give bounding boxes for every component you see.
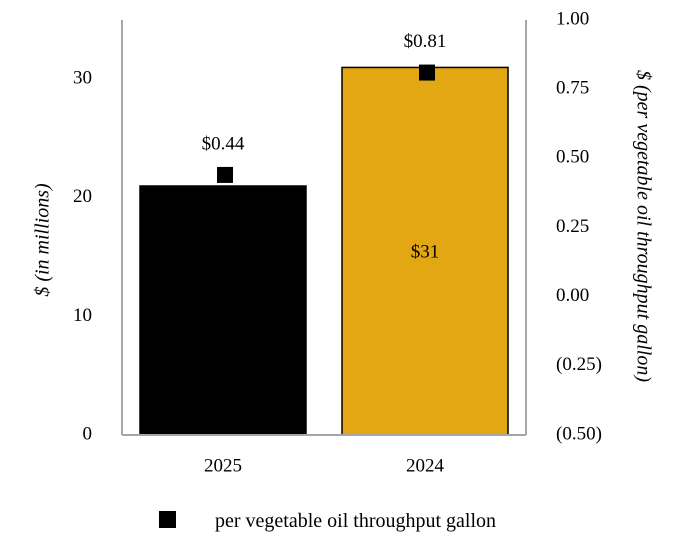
y-axis-title-left: $ (in millions) [32, 183, 54, 297]
legend: per vegetable oil throughput gallon [159, 510, 496, 532]
y-tick-label-left: 30 [73, 68, 92, 89]
left-ticks: 0 10 20 30 [73, 68, 92, 445]
y-tick-label-right: 0.00 [556, 285, 589, 306]
legend-marker-square-icon [159, 511, 176, 528]
y-tick-label-right: 1.00 [556, 8, 589, 29]
y-tick-label-right: 0.50 [556, 147, 589, 168]
y-tick-label-left: 10 [73, 305, 92, 326]
legend-label: per vegetable oil throughput gallon [215, 510, 496, 532]
y-tick-label-right: 0.75 [556, 78, 589, 99]
y-tick-label-left: 20 [73, 186, 92, 207]
markers-layer: $0.44 $0.81 [202, 31, 447, 183]
bar-value-label: $31 [411, 242, 440, 263]
y-tick-label-left: 0 [83, 423, 93, 444]
bar-2024 [341, 66, 509, 436]
bar-value-label: $21 [209, 301, 238, 322]
x-tick-label: 2024 [406, 455, 445, 476]
marker-value-label: $0.81 [404, 31, 447, 52]
y-tick-label-right: (0.25) [556, 354, 602, 375]
marker-2025 [217, 166, 233, 183]
marker-2024 [419, 64, 435, 81]
y-tick-label-right: 0.25 [556, 216, 589, 237]
x-ticks: 2025 2024 [204, 455, 445, 476]
bars-layer: $21 $31 [139, 66, 509, 436]
bar-2025 [139, 185, 307, 436]
x-tick-label: 2025 [204, 455, 242, 476]
y-axis-title-right: $ (per vegetable oil throughput gallon) [632, 70, 654, 382]
marker-value-label: $0.44 [202, 133, 245, 154]
y-tick-label-right: (0.50) [556, 423, 602, 444]
right-ticks: (0.50) (0.25) 0.00 0.25 0.50 0.75 1.00 [556, 8, 602, 444]
